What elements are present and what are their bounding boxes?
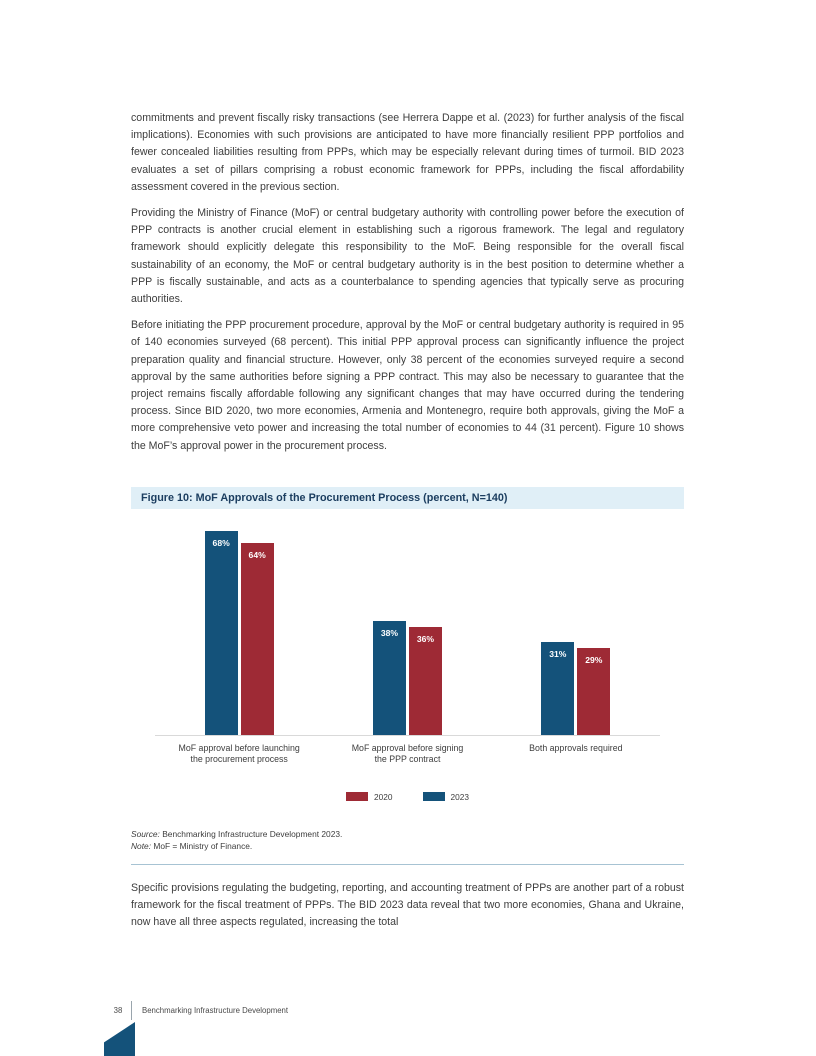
bar-group: 38% 36% — [323, 532, 491, 735]
paragraph-1: commitments and prevent fiscally risky t… — [131, 112, 684, 193]
bar-2023: 68% — [204, 530, 238, 735]
bar-2023: 31% — [541, 641, 575, 735]
category-label: MoF approval before launching the procur… — [178, 742, 300, 765]
chart-legend: 2020 2023 — [131, 792, 684, 802]
category-label: Both approvals required — [529, 742, 623, 753]
legend-entry-2020: 2020 — [346, 791, 393, 802]
legend-swatch-icon — [346, 792, 369, 802]
chart-category-labels: MoF approval before launching the procur… — [155, 743, 660, 766]
bar-2020: 36% — [408, 626, 442, 735]
paragraph-3: Before initiating the PPP procurement pr… — [131, 319, 684, 452]
bar-group: 31% 29% — [492, 532, 660, 735]
figure-separator-rule — [131, 863, 684, 865]
bar-value-label: 38% — [380, 627, 399, 638]
paragraph-2: Providing the Ministry of Finance (MoF) … — [131, 207, 684, 306]
bar-group: 68% 64% — [155, 530, 323, 735]
paragraph-4: Specific provisions regulating the budge… — [131, 881, 684, 929]
bar-value-label: 64% — [248, 549, 266, 560]
legend-swatch-icon — [422, 792, 445, 802]
page-footer: 38 Benchmarking Infrastructure Developme… — [105, 1001, 288, 1020]
figure-source: Source: Benchmarking Infrastructure Deve… — [131, 828, 684, 841]
page-number: 38 — [113, 1006, 123, 1015]
bar-chart: 68% 64% 38% 36% 31% 29% MoF approval before l… — [131, 530, 684, 802]
figure-title: Figure 10: MoF Approvals of the Procurem… — [131, 486, 684, 509]
figure-notes: Source: Benchmarking Infrastructure Deve… — [131, 828, 684, 853]
source-text: Benchmarking Infrastructure Development … — [159, 828, 343, 839]
figure-note: Note: MoF = Ministry of Finance. — [131, 840, 684, 853]
source-label: Source: — [131, 828, 160, 839]
footer-divider — [131, 1001, 132, 1020]
category-label: MoF approval before signing the PPP cont… — [351, 742, 464, 765]
page-content: commitments and prevent fiscally risky t… — [131, 0, 684, 940]
bar-value-label: 68% — [212, 537, 230, 548]
legend-entry-2023: 2023 — [422, 791, 469, 802]
note-text: MoF = Ministry of Finance. — [151, 841, 253, 852]
corner-accent-shape — [104, 1022, 135, 1056]
bar-2023: 38% — [372, 620, 406, 735]
note-label: Note: — [131, 841, 152, 852]
bar-value-label: 31% — [549, 648, 567, 659]
bar-2020: 29% — [577, 647, 611, 735]
bar-value-label: 36% — [416, 633, 435, 644]
bar-value-label: 29% — [585, 654, 603, 665]
bar-2020: 64% — [240, 542, 274, 735]
footer-title: Benchmarking Infrastructure Development — [142, 1006, 289, 1015]
legend-label: 2020 — [374, 791, 393, 802]
figure-10: Figure 10: MoF Approvals of the Procurem… — [131, 486, 684, 865]
legend-label: 2023 — [450, 791, 469, 802]
chart-plot-area: 68% 64% 38% 36% 31% 29% — [155, 530, 660, 736]
